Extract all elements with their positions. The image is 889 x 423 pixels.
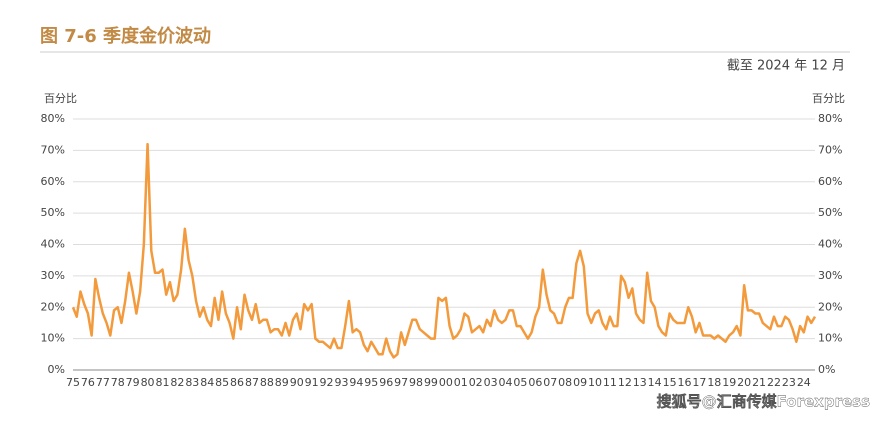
y-tick-label: 50% — [41, 206, 65, 219]
x-tick-label: 22 — [767, 376, 781, 389]
x-tick-label: 14 — [648, 376, 662, 389]
y2-tick-label: 10% — [818, 332, 842, 345]
watermark: 搜狐号@汇商传媒Forexpress — [657, 393, 870, 411]
x-tick-label: 92 — [320, 376, 334, 389]
y2-tick-label: 0% — [818, 363, 835, 376]
x-tick-label: 98 — [409, 376, 423, 389]
x-tick-label: 11 — [603, 376, 617, 389]
x-tick-label: 16 — [677, 376, 691, 389]
x-tick-label: 15 — [663, 376, 677, 389]
x-tick-label: 21 — [752, 376, 766, 389]
x-tick-label: 03 — [484, 376, 498, 389]
x-tick-label: 80 — [141, 376, 155, 389]
x-tick-label: 91 — [305, 376, 319, 389]
x-tick-label: 24 — [797, 376, 811, 389]
x-tick-label: 05 — [513, 376, 527, 389]
x-tick-label: 76 — [81, 376, 95, 389]
x-tick-label: 90 — [290, 376, 304, 389]
x-tick-label: 17 — [692, 376, 706, 389]
x-tick-label: 09 — [573, 376, 587, 389]
x-tick-label: 96 — [379, 376, 393, 389]
x-tick-label: 20 — [737, 376, 751, 389]
x-tick-label: 06 — [528, 376, 542, 389]
x-tick-label: 13 — [633, 376, 647, 389]
x-tick-label: 89 — [275, 376, 289, 389]
x-tick-label: 95 — [364, 376, 378, 389]
x-tick-label: 00 — [439, 376, 453, 389]
y2-tick-label: 20% — [818, 300, 842, 313]
x-tick-label: 23 — [782, 376, 796, 389]
data-line — [71, 142, 817, 359]
x-tick-label: 82 — [170, 376, 184, 389]
x-tick-label: 88 — [260, 376, 274, 389]
x-tick-label: 77 — [96, 376, 110, 389]
x-tick-label: 10 — [588, 376, 602, 389]
x-tick-label: 07 — [543, 376, 557, 389]
x-tick-label: 12 — [618, 376, 632, 389]
y-tick-label: 30% — [41, 269, 65, 282]
x-tick-label: 79 — [126, 376, 140, 389]
x-tick-label: 81 — [155, 376, 169, 389]
chart-title: 图 7-6 季度金价波动 — [40, 25, 211, 47]
y-tick-label: 20% — [41, 300, 65, 313]
x-tick-label: 78 — [111, 376, 125, 389]
x-tick-label: 01 — [454, 376, 468, 389]
x-tick-label: 83 — [185, 376, 199, 389]
x-tick-label: 08 — [558, 376, 572, 389]
y-tick-label: 70% — [41, 143, 65, 156]
y-axis-label: 百分比 — [44, 92, 77, 105]
y2-tick-label: 80% — [818, 112, 842, 125]
x-tick-label: 02 — [469, 376, 483, 389]
y2-tick-label: 60% — [818, 175, 842, 188]
x-tick-label: 75 — [66, 376, 80, 389]
y2-axis-label: 百分比 — [812, 92, 845, 105]
x-tick-label: 86 — [230, 376, 244, 389]
x-tick-label: 99 — [424, 376, 438, 389]
x-tick-label: 93 — [334, 376, 348, 389]
x-tick-label: 18 — [707, 376, 721, 389]
y-tick-label: 10% — [41, 332, 65, 345]
y-tick-label: 0% — [48, 363, 65, 376]
subtitle: 截至 2024 年 12 月 — [727, 59, 845, 74]
x-tick-label: 04 — [499, 376, 513, 389]
x-tick-label: 19 — [722, 376, 736, 389]
x-tick-label: 97 — [394, 376, 408, 389]
x-tick-label: 85 — [215, 376, 229, 389]
x-tick-label: 84 — [200, 376, 214, 389]
y2-tick-label: 50% — [818, 206, 842, 219]
x-tick-label: 94 — [349, 376, 363, 389]
y-tick-label: 40% — [41, 238, 65, 251]
y2-tick-label: 70% — [818, 143, 842, 156]
y-tick-label: 60% — [41, 175, 65, 188]
x-tick-label: 87 — [245, 376, 259, 389]
y2-tick-label: 40% — [818, 238, 842, 251]
y2-tick-label: 30% — [818, 269, 842, 282]
y-tick-label: 80% — [41, 112, 65, 125]
